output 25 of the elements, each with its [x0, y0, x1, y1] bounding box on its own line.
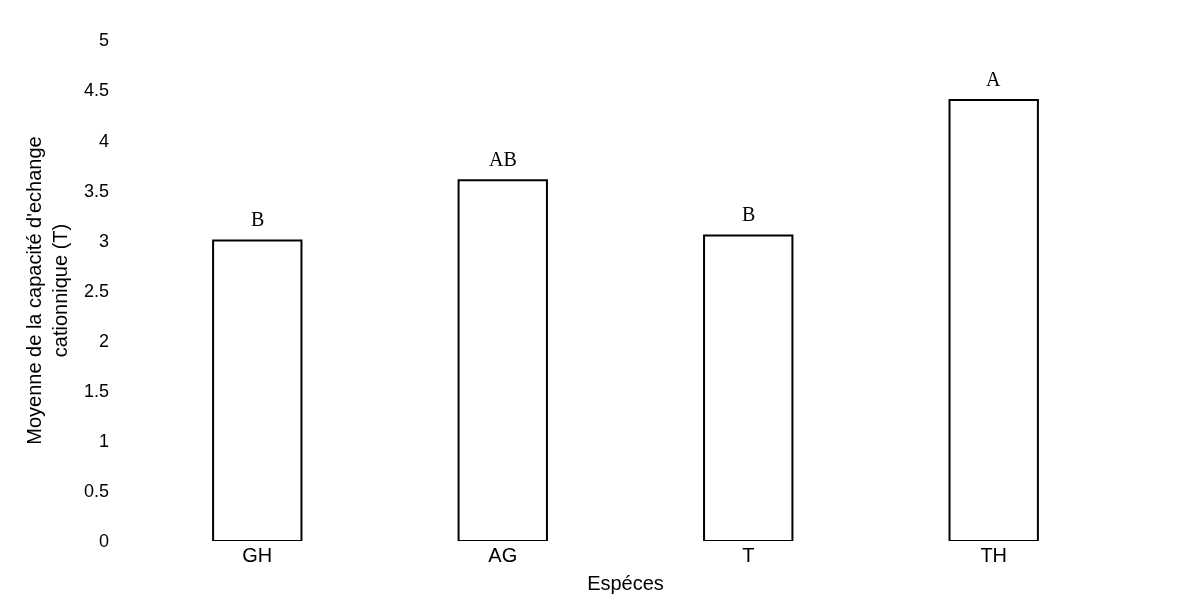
- x-tick-label: TH: [980, 544, 1008, 566]
- annotation: B: [251, 208, 265, 230]
- x-tick-label: AG: [488, 544, 518, 566]
- y-tick-label: 3: [98, 230, 109, 251]
- y-tick-label: 2.5: [83, 280, 109, 301]
- y-tick-label: 0.5: [83, 481, 109, 502]
- y-tick-label: 1: [98, 431, 109, 452]
- x-tick-label: GH: [242, 544, 273, 566]
- y-tick-label: 2: [98, 330, 109, 351]
- y-tick-label: 4: [98, 130, 109, 151]
- x-axis-title: Espéces: [587, 571, 664, 594]
- x-tick-label: T: [742, 544, 755, 566]
- y-tick-label: 5: [98, 30, 109, 51]
- annotation: B: [742, 203, 756, 225]
- y-tick-label: 1.5: [83, 381, 109, 401]
- annotation: A: [986, 68, 1001, 90]
- y-tick-label: 4.5: [83, 80, 109, 101]
- y-axis-title: Moyenne de la capacité d'echange cationnique (T): [23, 136, 72, 445]
- bar: [703, 234, 794, 541]
- bar: [948, 99, 1039, 541]
- bar: [212, 239, 303, 541]
- y-tick-label: 0: [98, 531, 109, 552]
- annotation: AB: [489, 148, 517, 170]
- y-tick-label: 3.5: [83, 180, 109, 201]
- bar: [457, 179, 548, 541]
